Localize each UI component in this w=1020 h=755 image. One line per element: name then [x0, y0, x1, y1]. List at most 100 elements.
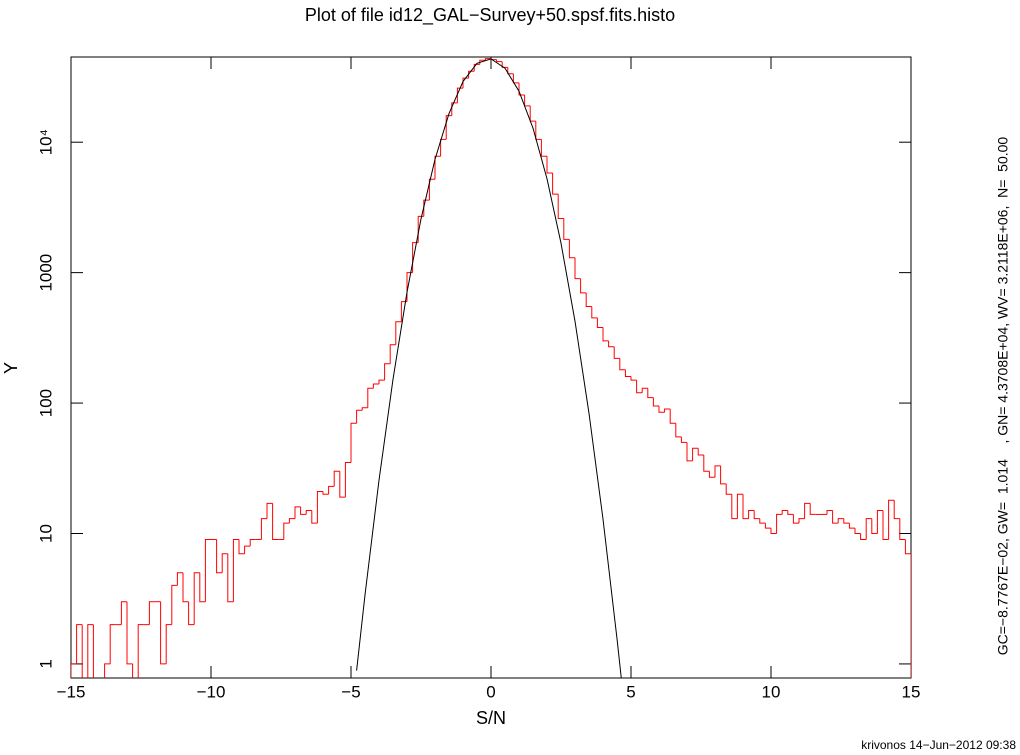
- histogram-step: [591, 306, 598, 319]
- histogram-step: [232, 538, 239, 602]
- histogram-step: [384, 363, 391, 381]
- histogram-step: [697, 448, 704, 456]
- histogram-step: [613, 346, 620, 359]
- y-tick-label: 10⁴: [36, 129, 55, 155]
- histogram-step: [423, 199, 430, 217]
- plot-area: [71, 58, 911, 678]
- y-tick-label: 100: [36, 389, 55, 417]
- histogram-step: [389, 344, 396, 364]
- histogram-step: [764, 523, 771, 529]
- histogram-step: [372, 383, 379, 389]
- histogram-step: [216, 539, 223, 574]
- x-tick-label: 15: [902, 682, 921, 701]
- histogram-step: [468, 70, 475, 79]
- histogram-step: [272, 503, 279, 540]
- histogram-step: [641, 387, 648, 393]
- x-axis-label: S/N: [476, 708, 506, 728]
- histogram-step: [720, 465, 727, 485]
- chart-title: Plot of file id12_GAL−Survey+50.spsf.fit…: [305, 5, 675, 26]
- x-tick-label: −10: [197, 682, 226, 701]
- histogram-step: [557, 194, 564, 220]
- histogram-step: [316, 490, 323, 524]
- histogram-step: [479, 59, 486, 65]
- histogram-step: [608, 340, 615, 348]
- histogram-step: [451, 102, 458, 116]
- histogram-step: [176, 572, 183, 586]
- histogram-step: [792, 514, 799, 524]
- histogram-step: [305, 510, 312, 515]
- histogram-step: [630, 376, 637, 381]
- histogram-step: [501, 61, 508, 68]
- histogram-step: [731, 494, 738, 520]
- histogram-step: [339, 471, 346, 498]
- histogram-step: [596, 317, 603, 328]
- histogram-step: [832, 510, 839, 524]
- histogram-step: [619, 358, 626, 371]
- histogram-step: [221, 553, 228, 573]
- histogram-step: [132, 663, 134, 678]
- histogram-step: [367, 387, 374, 408]
- histogram-step: [199, 572, 206, 603]
- histogram-step: [540, 139, 547, 157]
- histogram-step: [300, 506, 307, 515]
- histogram-step: [333, 470, 340, 487]
- histogram-step: [445, 115, 452, 140]
- histogram-step: [843, 518, 850, 524]
- y-tick-label: 10: [36, 524, 55, 543]
- histogram-step: [109, 624, 116, 664]
- histogram-step: [512, 73, 519, 84]
- histogram-step: [350, 422, 357, 463]
- histogram-step: [714, 465, 721, 478]
- histogram-step: [249, 538, 256, 547]
- histogram-step: [776, 513, 783, 534]
- histogram-step: [568, 239, 575, 259]
- histogram-step: [602, 327, 609, 342]
- histogram-step: [826, 510, 833, 515]
- histogram-step: [753, 510, 760, 520]
- histogram-step: [283, 522, 290, 540]
- histogram-step: [658, 405, 665, 413]
- footer: krivonos 14−Jun−2012 09:38: [861, 738, 1016, 752]
- histogram-step: [675, 423, 682, 438]
- x-tick-label: 0: [486, 682, 495, 701]
- histogram-step: [647, 388, 654, 399]
- y-axis-label: Y: [1, 362, 21, 374]
- histogram-step: [798, 518, 805, 524]
- histogram-step: [188, 601, 195, 626]
- histogram-step: [473, 63, 480, 72]
- histogram-step: [787, 510, 794, 515]
- histogram-step: [165, 624, 172, 664]
- histogram-step: [529, 105, 536, 122]
- histogram-step: [809, 503, 816, 515]
- histogram-step: [266, 502, 273, 519]
- histogram-step: [748, 510, 755, 519]
- histogram-step: [288, 518, 295, 524]
- histogram-step: [160, 601, 167, 665]
- histogram-step: [87, 624, 94, 678]
- histogram-step: [876, 510, 883, 534]
- histogram-step: [356, 409, 363, 424]
- histogram-step: [204, 538, 211, 602]
- histogram-step: [104, 663, 111, 678]
- histogram-step: [669, 409, 676, 424]
- histogram-step: [854, 528, 861, 534]
- histogram-step: [171, 584, 178, 625]
- histogram-step: [518, 82, 525, 96]
- fit-annotation: GC=−8.7767E−02, GW= 1.014 , GN= 4.3708E+…: [995, 137, 1011, 656]
- histogram-step: [686, 442, 693, 462]
- histogram-step: [484, 58, 491, 61]
- histogram-step: [260, 518, 267, 540]
- histogram-step: [311, 510, 318, 524]
- x-tick-label: 10: [762, 682, 781, 701]
- histogram-step: [837, 518, 844, 524]
- histogram-step: [585, 292, 592, 307]
- histogram-step: [440, 138, 447, 157]
- y-tick-label: 1000: [36, 254, 55, 292]
- histogram-step: [848, 523, 855, 529]
- histogram-step: [193, 572, 200, 625]
- histogram-step: [227, 553, 234, 603]
- histogram-step: [904, 539, 911, 555]
- histogram-step: [708, 471, 715, 478]
- histogram-step: [574, 257, 581, 280]
